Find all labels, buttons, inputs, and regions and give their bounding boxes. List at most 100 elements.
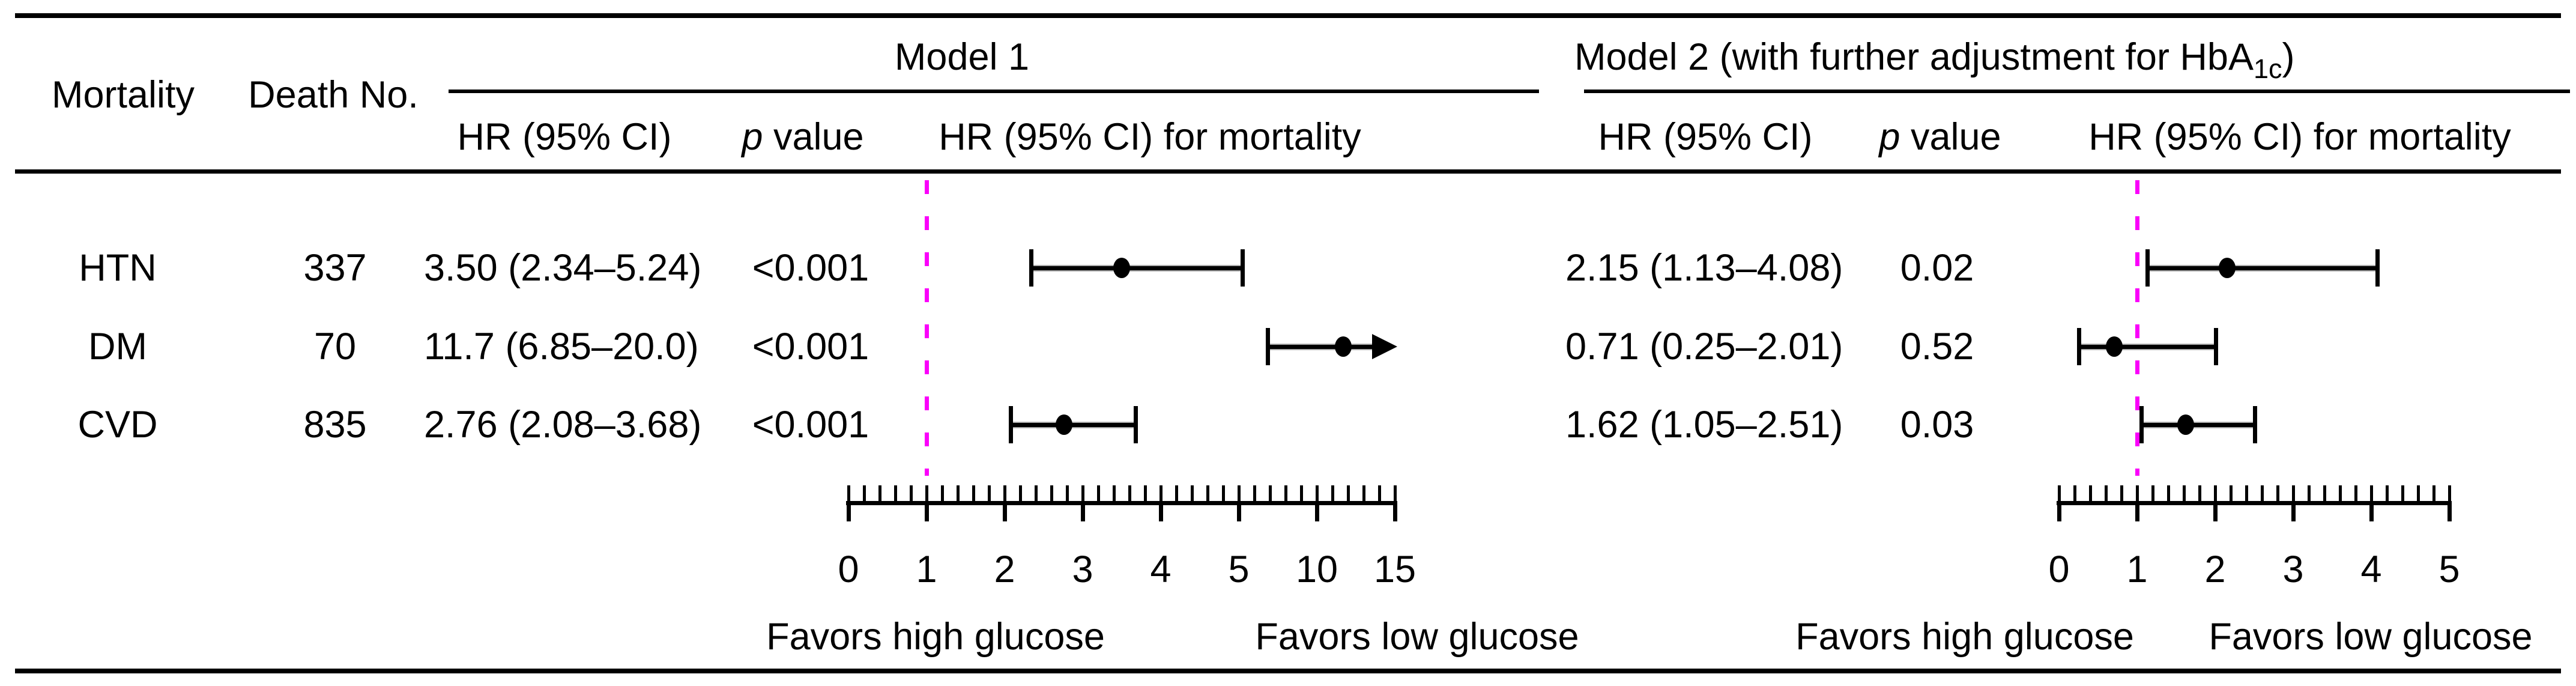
model1-axis-tick-label: 3 [1072,548,1093,590]
row-label-CVD: CVD [77,404,158,446]
model2-axis-tick-label: 5 [2438,548,2460,590]
model2-axis-minor-ticks [2058,485,2451,501]
model2-axis-major-tick [2369,501,2374,521]
model1-CVD-ci-lower-whisker [1009,406,1014,443]
model2-axis-major-tick [2291,501,2296,521]
model1-DM-point-estimate [1335,336,1352,357]
model2-hr-text: 0.71 (0.25–2.01) [1565,326,1843,368]
model2-axis-line [2057,501,2452,505]
model1-HTN-ci-upper-whisker [1241,249,1245,287]
model2-axis-tick-label: 1 [2126,548,2148,590]
model1-CVD-point-estimate [1055,414,1072,435]
model1-axis-tick-label: 4 [1150,548,1172,590]
model1-favors-low-label: Favors low glucose [1255,616,1579,658]
model2-CVD-point-estimate [2177,414,2194,435]
model2-p-value-header: p value [1820,118,2060,156]
model2-hr-text: 1.62 (1.05–2.51) [1565,404,1843,446]
model2-title: Model 2 (with further adjustment for HbA… [1574,36,2295,82]
model2-title-suffix: ) [2282,36,2295,78]
model1-axis-major-tick [1159,501,1163,521]
model2-axis-tick-label: 3 [2282,548,2304,590]
model2-reference-line [2135,180,2139,476]
header-separator [15,169,2561,174]
p-rest: value [1900,116,2001,158]
model1-p-value-header: p value [683,118,923,156]
model1-axis-tick-label: 1 [916,548,937,590]
model2-CVD-ci-upper-whisker [2253,406,2258,443]
model1-DM-ci-line [1268,345,1373,349]
model1-CVD-ci-upper-whisker [1134,406,1138,443]
row-death-no: 835 [303,404,367,446]
model1-axis-tick-label: 5 [1228,548,1250,590]
column-header-mortality: Mortality [51,74,195,116]
p-italic: p [742,116,763,158]
model2-axis-major-tick [2213,501,2218,521]
model2-CVD-ci-lower-whisker [2139,406,2144,443]
model1-axis-major-tick [847,501,851,521]
model2-axis-tick-label: 2 [2204,548,2226,590]
model1-HTN-ci-lower-whisker [1029,249,1034,287]
model2-axis-major-tick [2057,501,2061,521]
model1-header-underline [449,90,1539,93]
model1-axis-tick-label: 10 [1295,548,1338,590]
model2-favors-low-label: Favors low glucose [2209,616,2533,658]
model1-axis-minor-ticks [847,485,1397,501]
model2-hr-ci-header: HR (95% CI) [1598,116,1813,158]
model1-hr-text: 3.50 (2.34–5.24) [424,247,702,289]
model1-axis-major-tick [1003,501,1007,521]
model2-HTN-ci-upper-whisker [2375,249,2380,287]
model1-DM-ci-arrow [1372,334,1397,359]
model2-HTN-point-estimate [2218,258,2236,278]
p-italic: p [1879,116,1900,158]
model2-DM-ci-line [2078,345,2216,349]
model2-HTN-ci-line [2147,266,2378,270]
model1-title: Model 1 [894,36,1030,78]
model1-p-value: <0.001 [752,326,869,368]
model1-CVD-ci-line [1011,423,1136,427]
model1-HTN-point-estimate [1113,258,1130,278]
bottom-border [15,669,2561,673]
top-border [15,13,2561,18]
row-death-no: 337 [303,247,367,289]
model1-p-value: <0.001 [752,247,869,289]
model1-hr-text: 2.76 (2.08–3.68) [424,404,702,446]
row-death-no: 70 [313,326,357,368]
model1-axis-line [846,501,1397,505]
model2-hr-mortality-header: HR (95% CI) for mortality [2088,116,2511,158]
model2-DM-point-estimate [2106,336,2123,357]
model2-p-value: 0.02 [1900,247,1974,289]
model2-favors-high-label: Favors high glucose [1795,616,2134,658]
model2-axis-major-tick [2135,501,2139,521]
model1-axis-tick-label: 15 [1373,548,1416,590]
model2-CVD-ci-line [2141,423,2255,427]
model1-p-value: <0.001 [752,404,869,446]
model1-HTN-ci-line [1031,266,1243,270]
p-rest: value [763,116,864,158]
model1-hr-mortality-header: HR (95% CI) for mortality [939,116,1361,158]
model2-DM-ci-lower-whisker [2076,328,2081,365]
model2-hr-text: 2.15 (1.13–4.08) [1565,247,1843,289]
model2-header-underline [1584,90,2570,93]
model2-axis-tick-label: 4 [2360,548,2382,590]
model1-hr-ci-header: HR (95% CI) [457,116,672,158]
model1-axis-major-tick [1393,501,1397,521]
model1-axis-major-tick [1081,501,1085,521]
model2-p-value: 0.52 [1900,326,1974,368]
model2-DM-ci-upper-whisker [2214,328,2219,365]
row-label-DM: DM [88,326,147,368]
model1-axis-major-tick [1315,501,1319,521]
column-header-death-no: Death No. [248,74,419,116]
model1-favors-high-label: Favors high glucose [766,616,1105,658]
model2-title-prefix: Model 2 (with further adjustment for HbA [1574,36,2254,78]
model1-DM-ci-lower-whisker [1266,328,1271,365]
model1-hr-text: 11.7 (6.85–20.0) [424,326,699,368]
model1-axis-tick-label: 0 [838,548,859,590]
model2-axis-major-tick [2448,501,2452,521]
model1-axis-tick-label: 2 [994,548,1015,590]
model2-axis-tick-label: 0 [2048,548,2070,590]
model2-HTN-ci-lower-whisker [2145,249,2150,287]
row-label-HTN: HTN [79,247,157,289]
model1-reference-line [925,180,929,476]
model1-axis-major-tick [1237,501,1241,521]
